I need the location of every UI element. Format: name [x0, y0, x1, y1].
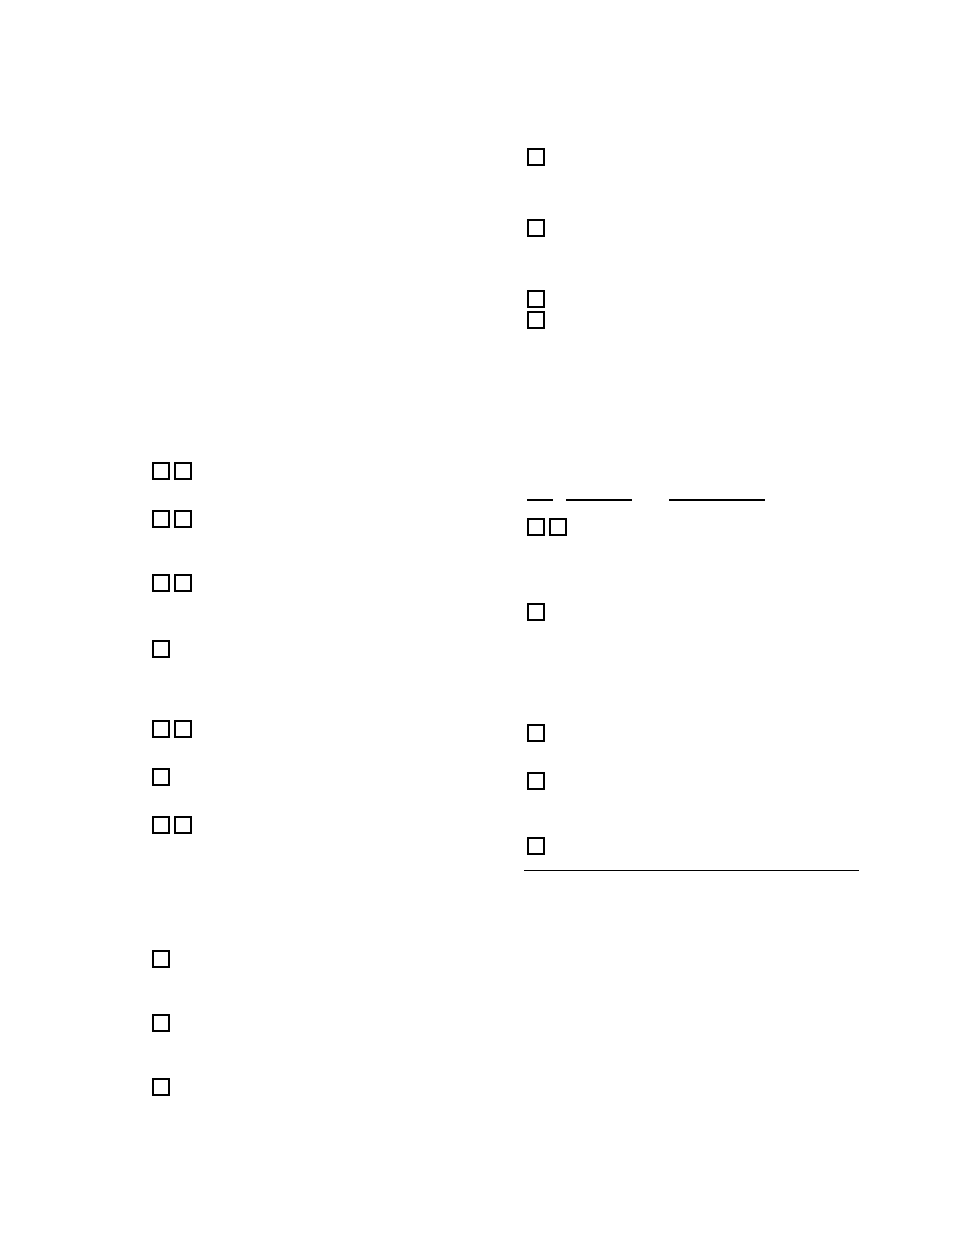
checkbox-left-5a[interactable] — [152, 720, 170, 738]
checkbox-left-4[interactable] — [152, 640, 170, 658]
checkbox-left-2b[interactable] — [174, 510, 192, 528]
checkbox-left-3a[interactable] — [152, 574, 170, 592]
checkbox-left-9[interactable] — [152, 1014, 170, 1032]
form-page — [0, 0, 954, 1235]
checkbox-left-5b[interactable] — [174, 720, 192, 738]
checkbox-right-upper-2[interactable] — [527, 219, 545, 237]
checkbox-right-mid-4[interactable] — [527, 772, 545, 790]
checkbox-left-6[interactable] — [152, 768, 170, 786]
checkbox-left-7a[interactable] — [152, 816, 170, 834]
checkbox-right-mid-1a[interactable] — [527, 518, 545, 536]
checkbox-left-8[interactable] — [152, 950, 170, 968]
checkbox-right-mid-1b[interactable] — [549, 518, 567, 536]
checkbox-right-upper-4[interactable] — [527, 311, 545, 329]
underline-seg-1 — [527, 499, 553, 501]
checkbox-right-mid-2[interactable] — [527, 603, 545, 621]
checkbox-left-1b[interactable] — [174, 462, 192, 480]
divider-line-right — [524, 870, 859, 871]
underline-seg-3 — [669, 499, 765, 501]
underline-seg-2 — [566, 499, 632, 501]
checkbox-left-2a[interactable] — [152, 510, 170, 528]
checkbox-right-upper-1[interactable] — [527, 148, 545, 166]
checkbox-left-1a[interactable] — [152, 462, 170, 480]
checkbox-left-3b[interactable] — [174, 574, 192, 592]
checkbox-right-mid-5[interactable] — [527, 837, 545, 855]
checkbox-left-7b[interactable] — [174, 816, 192, 834]
checkbox-left-10[interactable] — [152, 1078, 170, 1096]
checkbox-right-mid-3[interactable] — [527, 724, 545, 742]
checkbox-right-upper-3[interactable] — [527, 290, 545, 308]
